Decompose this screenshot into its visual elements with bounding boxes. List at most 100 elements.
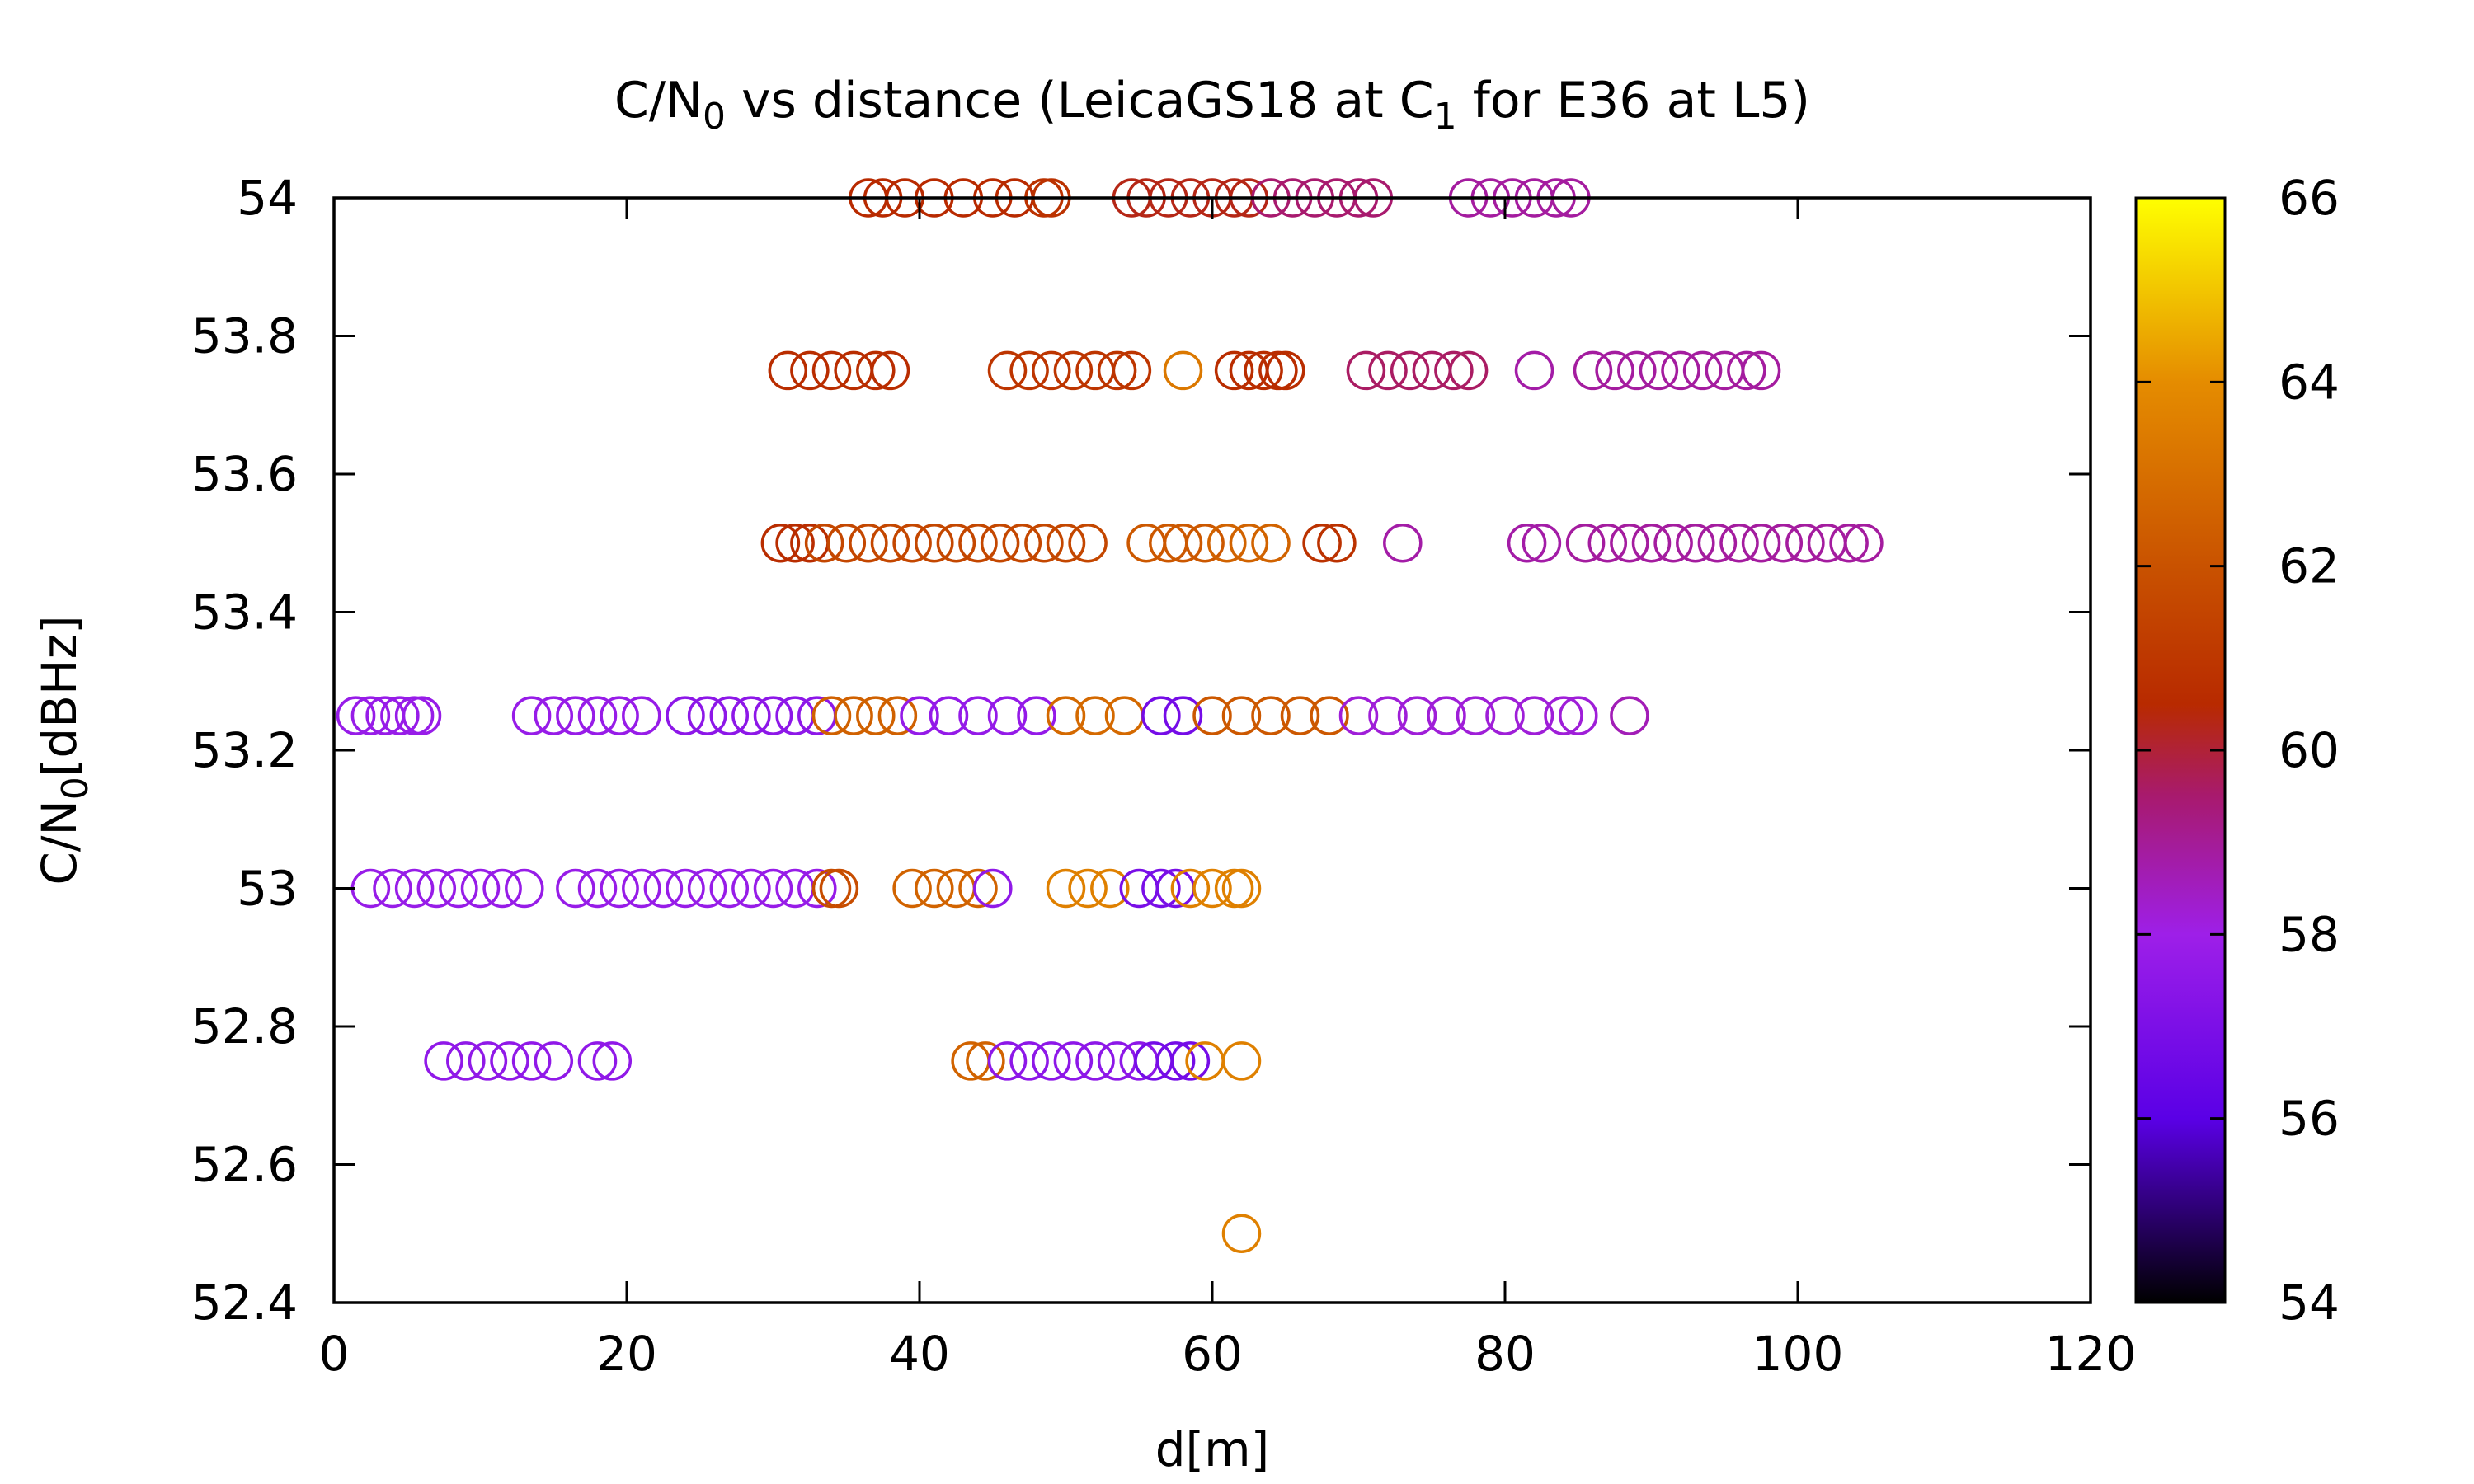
data-point <box>870 350 910 391</box>
data-point <box>1104 696 1145 735</box>
data-point <box>643 868 684 909</box>
data-point <box>877 696 918 735</box>
y-tick-label: 53.2 <box>191 722 298 778</box>
data-point <box>1009 350 1049 391</box>
x-tick-label: 20 <box>596 1326 657 1382</box>
data-point <box>577 696 618 735</box>
data-point <box>731 696 771 735</box>
data-point <box>1485 696 1525 735</box>
data-point <box>1807 523 1847 563</box>
data-point <box>1221 868 1262 909</box>
data-point <box>1610 696 1649 735</box>
data-point <box>556 696 595 735</box>
data-point <box>804 523 844 563</box>
data-point <box>1565 523 1606 563</box>
data-point <box>1844 523 1884 563</box>
data-point <box>760 523 801 563</box>
data-point <box>731 868 771 909</box>
data-point <box>1302 523 1342 563</box>
data-point <box>622 696 661 735</box>
colorbar-tick-label: 64 <box>2279 354 2340 410</box>
data-point <box>826 523 867 563</box>
data-point <box>687 868 727 909</box>
data-point <box>753 696 793 735</box>
data-point <box>1046 523 1086 563</box>
title-subscript-1: 1 <box>1434 96 1457 138</box>
x-axis-label: d[m] <box>1155 1421 1270 1477</box>
data-point <box>1068 868 1108 909</box>
data-point <box>1595 350 1634 391</box>
data-point <box>1456 696 1496 735</box>
data-point <box>958 696 998 735</box>
x-axis-tick-labels: 0 20 40 60 80 100 120 <box>319 1326 2137 1382</box>
data-point <box>973 868 1013 909</box>
data-point <box>482 868 522 909</box>
y-label-end: [dBHz] <box>31 615 87 777</box>
data-point <box>892 868 932 909</box>
y-tick-label: 52.6 <box>191 1137 298 1193</box>
data-point <box>915 868 954 909</box>
data-point <box>1090 868 1130 909</box>
data-point <box>1046 696 1086 735</box>
data-point <box>336 696 376 735</box>
data-point <box>1112 350 1152 391</box>
y-tick-label: 53.6 <box>191 446 298 502</box>
data-point <box>1075 350 1115 391</box>
data-point <box>1507 523 1547 563</box>
data-point <box>1544 696 1583 735</box>
data-point <box>1412 350 1452 391</box>
colorbar-tick-label: 66 <box>2279 170 2340 226</box>
data-point <box>666 868 705 909</box>
data-point <box>1785 523 1825 563</box>
data-point <box>1170 868 1211 909</box>
y-axis-label: C/N0[dBHz] <box>31 615 96 885</box>
data-point <box>834 696 873 735</box>
data-point <box>987 350 1028 391</box>
data-point <box>468 1041 508 1081</box>
data-point <box>1141 868 1181 909</box>
y-tick-label: 52.8 <box>191 998 298 1054</box>
data-point <box>936 523 976 563</box>
colorbar-tick-label: 54 <box>2279 1275 2340 1331</box>
data-point <box>1229 523 1269 563</box>
data-point <box>402 696 442 735</box>
data-point <box>1251 523 1291 563</box>
data-point <box>350 868 391 909</box>
data-point <box>1017 696 1056 735</box>
data-point <box>1280 696 1320 735</box>
y-label-subscript: 0 <box>54 777 96 800</box>
data-point <box>556 868 595 909</box>
data-point <box>600 868 639 909</box>
x-tick-label: 100 <box>1752 1326 1844 1382</box>
data-point <box>1727 350 1766 391</box>
data-point <box>775 523 815 563</box>
data-point <box>1075 1041 1115 1081</box>
data-point <box>1631 523 1672 563</box>
data-point <box>1221 1041 1262 1081</box>
data-point <box>849 523 888 563</box>
data-point <box>1522 523 1562 563</box>
data-point <box>1192 868 1232 909</box>
data-point <box>1221 1214 1262 1253</box>
data-point <box>1587 523 1628 563</box>
y-tick-label: 52.4 <box>191 1275 298 1331</box>
data-point <box>1024 523 1064 563</box>
data-point <box>1610 523 1649 563</box>
x-tick-label: 60 <box>1182 1326 1243 1382</box>
data-point <box>394 868 435 909</box>
data-point <box>511 1041 552 1081</box>
data-point <box>687 696 727 735</box>
data-point <box>819 868 859 909</box>
data-point <box>1170 1041 1211 1081</box>
data-point <box>768 350 808 391</box>
axis-ticks <box>332 196 2092 1304</box>
data-point <box>1573 350 1613 391</box>
data-point <box>1390 350 1430 391</box>
data-point <box>1163 696 1203 735</box>
colorbar-tick-label: 62 <box>2279 538 2340 594</box>
data-point <box>834 350 873 391</box>
data-point <box>1244 350 1283 391</box>
data-point <box>1214 868 1254 909</box>
y-tick-label: 53.4 <box>191 585 298 641</box>
data-point <box>1763 523 1804 563</box>
